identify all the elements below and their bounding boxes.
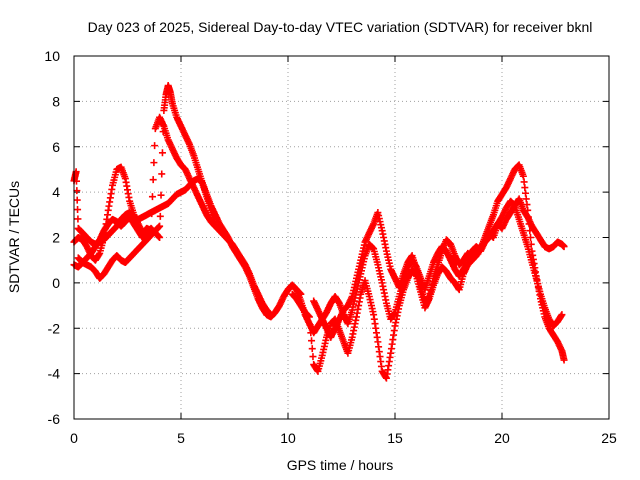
data-point-track-f [308, 345, 316, 353]
y-axis-label: SDTVAR / TECUs [6, 181, 22, 293]
y-tick-label: -6 [48, 411, 61, 427]
data-point-track-f [524, 213, 532, 221]
x-tick-label: 15 [387, 430, 403, 446]
x-tick-label: 5 [177, 430, 185, 446]
series-track-f [288, 161, 568, 382]
series-track-g [310, 197, 566, 330]
data-point-track-b [148, 210, 156, 218]
data-point-track-c [156, 212, 164, 220]
data-point-track-b [150, 159, 158, 167]
data-point-track-c [157, 191, 165, 199]
plot-frame [73, 55, 610, 420]
data-point-track-c [211, 220, 219, 228]
grid-lines [74, 56, 609, 419]
data-point-track-d [156, 222, 164, 230]
series-track-b [70, 113, 275, 319]
data-point-track-b [148, 193, 156, 201]
y-tick-label: 6 [52, 139, 60, 155]
data-points [70, 81, 568, 382]
data-point-track-b [151, 142, 159, 150]
data-point-track-f [524, 206, 532, 214]
y-tick-label: -4 [48, 366, 61, 382]
y-tick-label: 0 [52, 275, 60, 291]
data-point-track-f [309, 353, 317, 361]
x-tick-label: 20 [494, 430, 510, 446]
series-track-c [70, 81, 219, 271]
data-point-track-e [560, 243, 568, 251]
data-point-track-b [267, 311, 275, 319]
data-point-track-f [306, 321, 314, 329]
data-point-track-b [149, 176, 157, 184]
data-point-track-c [156, 234, 164, 241]
y-tick-label: 4 [52, 184, 60, 200]
data-point-track-f [525, 220, 533, 228]
x-tick-label: 25 [601, 430, 617, 446]
data-point-track-c [158, 149, 166, 157]
y-tick-label: -2 [48, 320, 61, 336]
chart-title: Day 023 of 2025, Sidereal Day-to-day VTE… [88, 19, 593, 35]
data-point-track-f [307, 329, 315, 337]
x-axis-label: GPS time / hours [287, 457, 394, 473]
y-tick-label: 10 [44, 48, 60, 64]
x-tick-labels: 0 5 10 15 20 25 [70, 430, 617, 446]
x-tick-label: 0 [70, 430, 78, 446]
data-point-track-f [526, 227, 534, 235]
series-track-d [74, 222, 164, 282]
data-point-track-a [73, 196, 81, 204]
data-point-track-c [159, 128, 167, 136]
data-point-track-a [74, 215, 82, 223]
data-point-track-a [74, 206, 82, 214]
y-tick-labels: -6 -4 -2 0 2 4 6 8 10 [44, 48, 60, 427]
data-point-track-a [73, 187, 81, 195]
data-point-track-f [560, 356, 568, 364]
y-tick-label: 8 [52, 93, 60, 109]
y-tick-label: 2 [52, 230, 60, 246]
data-point-track-f [305, 313, 313, 321]
data-point-track-f [308, 337, 316, 345]
data-point-track-c [158, 170, 166, 178]
x-tick-label: 10 [280, 430, 296, 446]
data-point-track-g [558, 311, 566, 319]
